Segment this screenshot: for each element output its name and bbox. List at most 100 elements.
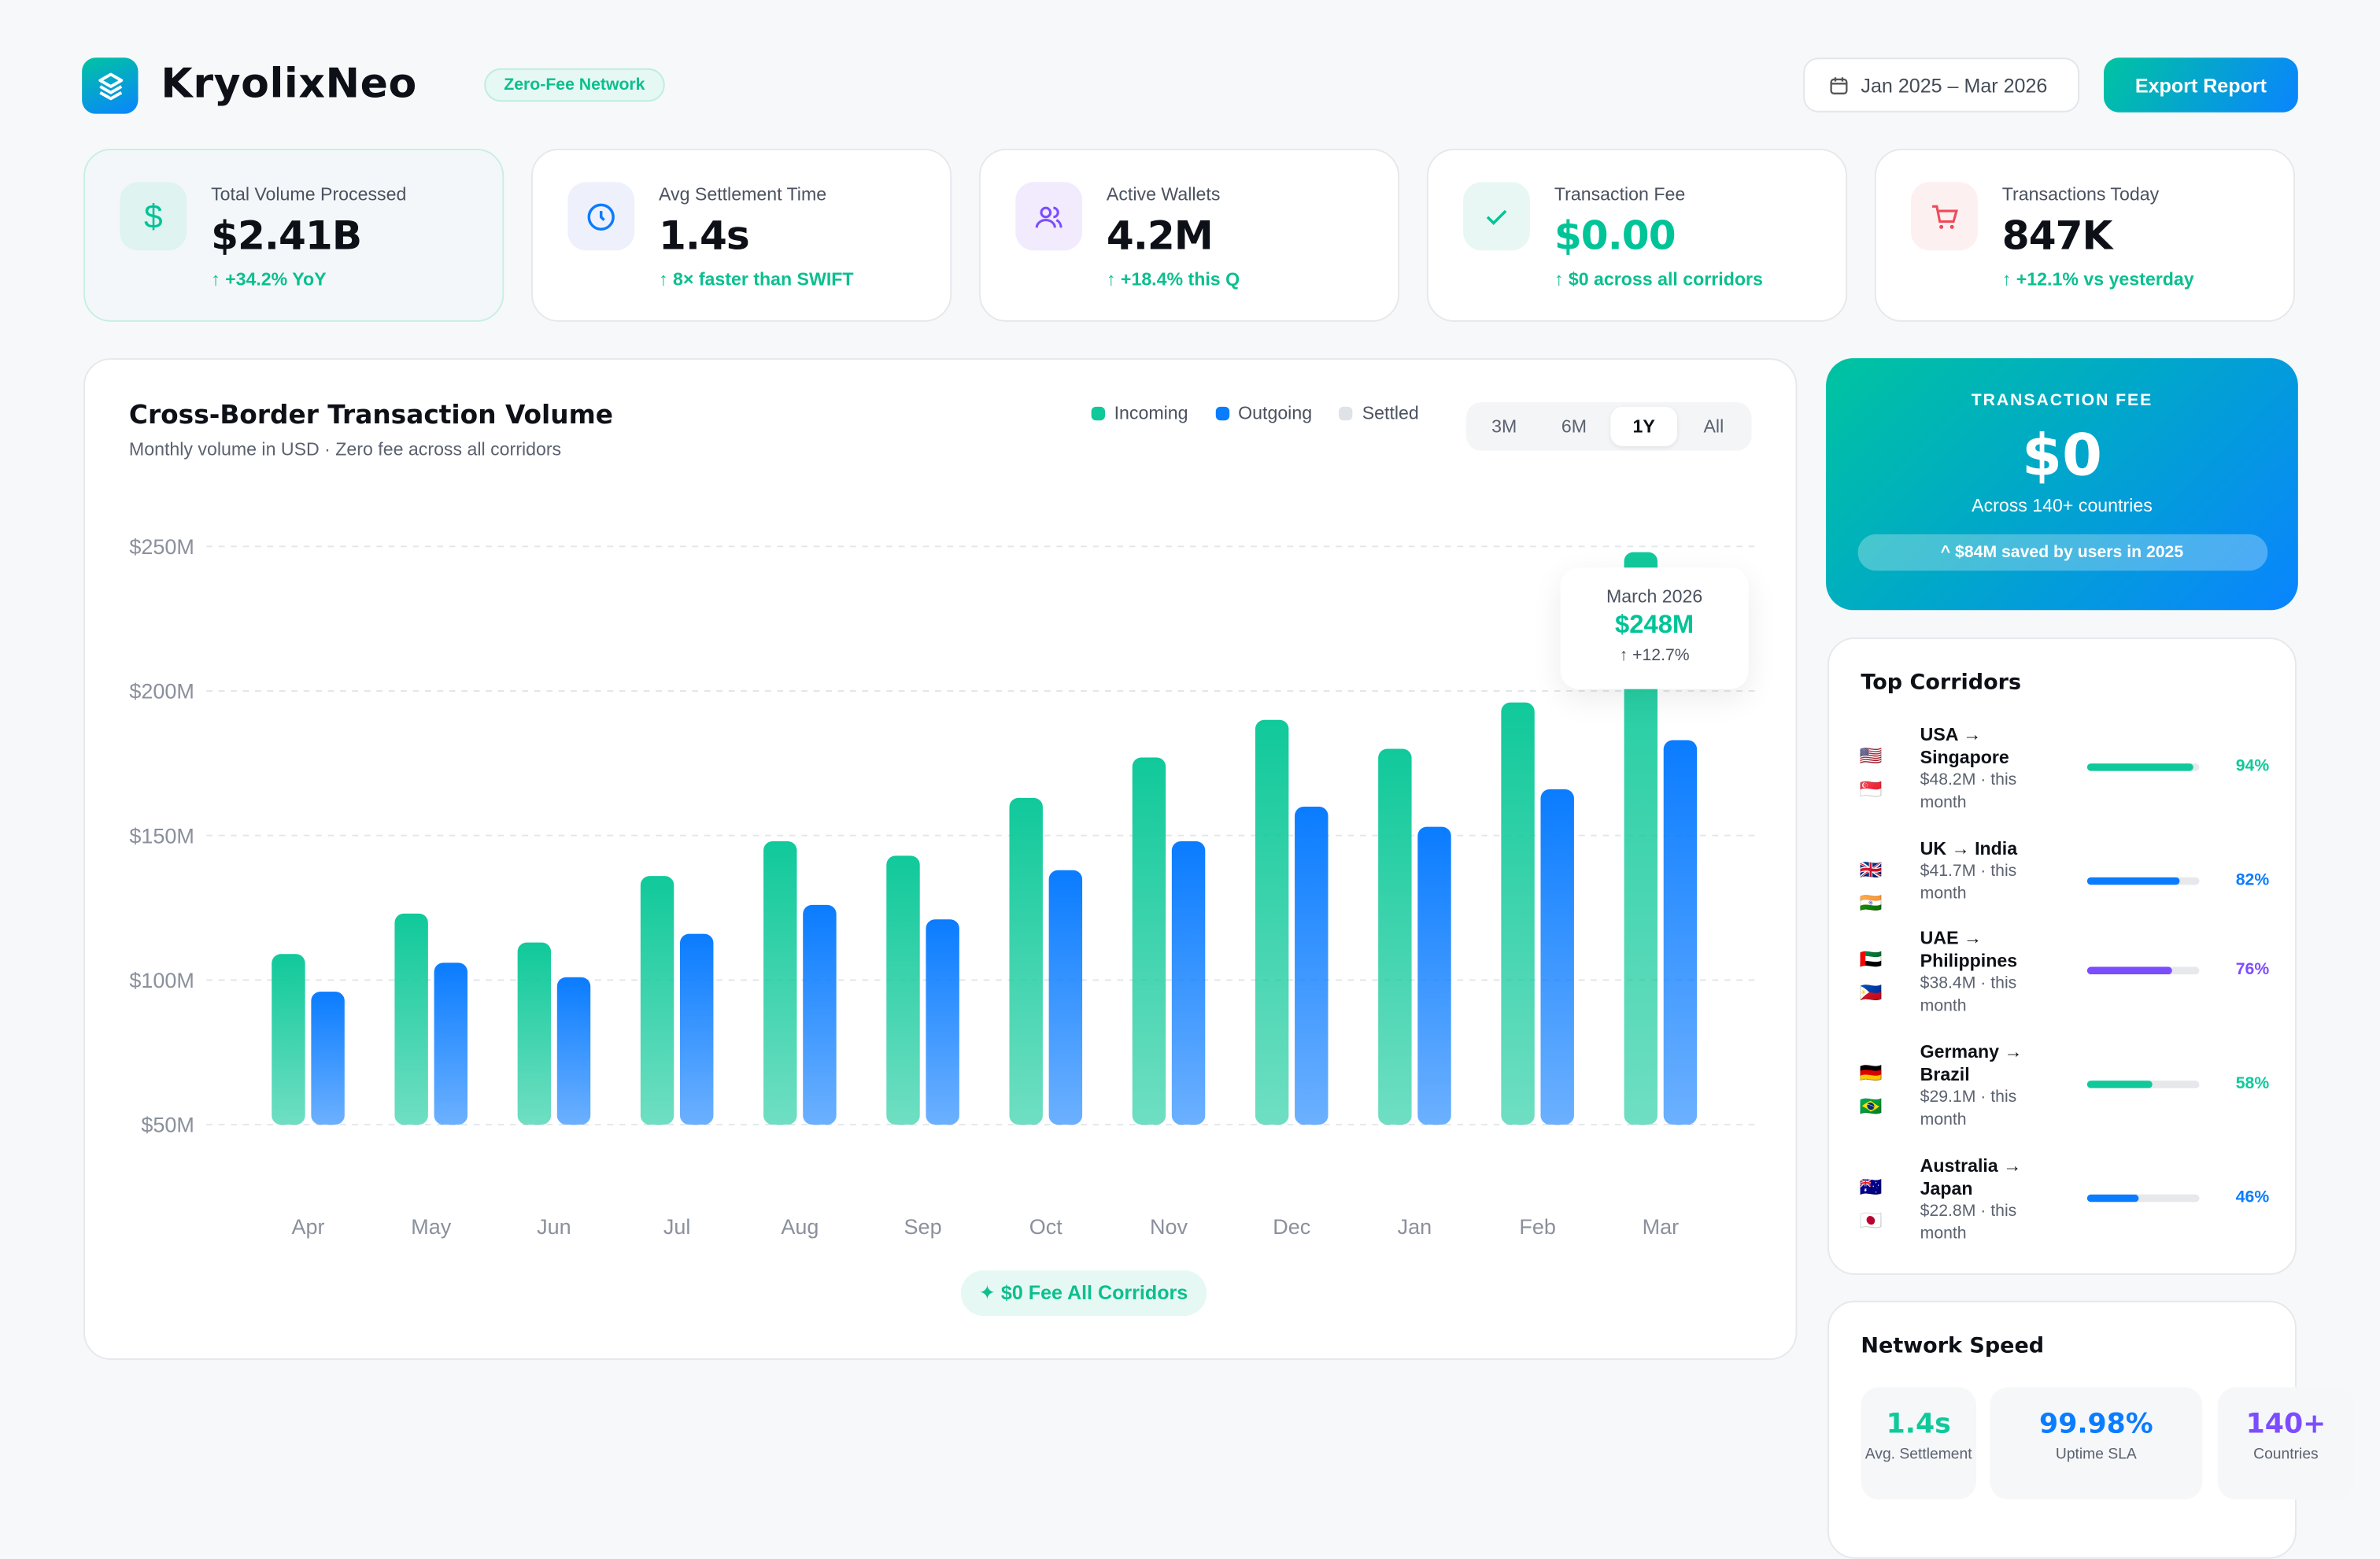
corridors-title: Top Corridors <box>1861 671 2022 696</box>
bar-incoming-feb[interactable] <box>1501 702 1535 1125</box>
chart-legend: Incoming Outgoing Settled <box>1091 402 1419 423</box>
corridor-item[interactable]: 🇦🇺 🇯🇵 Australia → Japan $22.8M · this mont… <box>1859 1155 2269 1262</box>
transaction-volume-chart: Cross-Border Transaction Volume Monthly … <box>83 358 1798 1360</box>
flag-icons: 🇺🇸 🇸🇬 <box>1859 744 1883 800</box>
network-stat: 1.4s Avg. Settlement <box>1861 1387 1976 1500</box>
bar-incoming-sep[interactable] <box>886 855 920 1125</box>
corridor-item[interactable]: 🇺🇸 🇸🇬 USA → Singapore $48.2M · this month … <box>1859 724 2269 830</box>
x-tick-label: Sep <box>904 1215 942 1239</box>
y-tick-label: $150M <box>129 824 194 848</box>
tooltip-change: ↑ +12.7% <box>1619 646 1690 665</box>
range-3m[interactable]: 3M <box>1471 407 1538 446</box>
bar-outgoing-dec[interactable] <box>1295 806 1329 1125</box>
kpi-label: Transactions Today <box>2001 183 2160 205</box>
date-range-button[interactable]: Jan 2025 – Mar 2026 <box>1803 57 2080 113</box>
kpi-label: Transaction Fee <box>1554 183 1686 205</box>
corridor-percent: 58% <box>2235 1074 2270 1093</box>
fee-card-value: $0 <box>2021 422 2102 489</box>
x-tick-label: Nov <box>1150 1215 1188 1239</box>
bar-outgoing-jul[interactable] <box>679 933 714 1125</box>
check-icon <box>1463 182 1530 251</box>
bar-outgoing-nov[interactable] <box>1171 841 1206 1125</box>
range-1y[interactable]: 1Y <box>1610 406 1678 446</box>
y-tick-label: $100M <box>129 969 194 992</box>
chart-title: Cross-Border Transaction Volume <box>128 401 614 431</box>
kpi-value: $0.00 <box>1554 213 1676 260</box>
bar-outgoing-aug[interactable] <box>803 904 837 1125</box>
network-stat-label: Avg. Settlement <box>1864 1446 1972 1464</box>
legend-outgoing[interactable]: Outgoing <box>1215 402 1312 423</box>
network-title: Network Speed <box>1861 1334 2045 1359</box>
bar-incoming-aug[interactable] <box>763 841 797 1125</box>
bar-outgoing-jan[interactable] <box>1417 826 1451 1125</box>
bar-outgoing-feb[interactable] <box>1540 789 1574 1125</box>
bar-incoming-may[interactable] <box>394 913 428 1125</box>
corridor-item[interactable]: 🇩🇪 🇧🇷 Germany → Brazil $29.1M · this month… <box>1859 1041 2269 1147</box>
bar-outgoing-jun[interactable] <box>556 977 591 1125</box>
cart-icon <box>1911 182 1978 251</box>
bar-incoming-mar[interactable] <box>1624 552 1658 1125</box>
flag-icons: 🇩🇪 🇧🇷 <box>1859 1062 1883 1118</box>
y-tick-label: $200M <box>129 680 194 704</box>
network-stat-value: 140+ <box>2245 1408 2326 1441</box>
corridor-amount: $38.4M · this month <box>1920 974 2017 1016</box>
bar-outgoing-apr[interactable] <box>311 992 345 1125</box>
date-range-label: Jan 2025 – Mar 2026 <box>1861 73 2048 97</box>
chart-subtitle: Monthly volume in USD · Zero fee across … <box>128 438 562 460</box>
transaction-fee-card: TRANSACTION FEE $0 Across 140+ countries… <box>1826 358 2298 611</box>
bar-outgoing-mar[interactable] <box>1663 740 1698 1125</box>
network-stat-label: Countries <box>2253 1446 2319 1464</box>
clock-icon <box>567 182 635 251</box>
kpi-change: ↑ +34.2% YoY <box>211 268 327 290</box>
corridor-progress <box>2086 763 2200 771</box>
bar-incoming-dec[interactable] <box>1255 719 1289 1125</box>
range-all[interactable]: All <box>1680 407 1747 446</box>
bar-incoming-apr[interactable] <box>272 954 305 1125</box>
x-tick-label: Dec <box>1273 1215 1310 1239</box>
x-tick-label: Jul <box>663 1215 691 1239</box>
kpi-label: Active Wallets <box>1106 183 1221 205</box>
corridor-name: UAE → Philippines <box>1920 927 2018 972</box>
network-stat-value: 99.98% <box>2039 1408 2153 1441</box>
bar-incoming-nov[interactable] <box>1132 757 1166 1125</box>
bar-incoming-oct[interactable] <box>1009 797 1043 1125</box>
bar-outgoing-may[interactable] <box>434 962 468 1125</box>
corridor-progress <box>2086 966 2200 975</box>
x-tick-label: Jun <box>537 1215 571 1239</box>
bar-incoming-jan[interactable] <box>1378 748 1412 1125</box>
kpi-label: Avg Settlement Time <box>658 183 827 205</box>
bar-incoming-jul[interactable] <box>640 876 674 1125</box>
corridor-name: UK → India <box>1920 837 2018 859</box>
x-tick-label: Jan <box>1398 1215 1432 1239</box>
network-speed-card: Network Speed 1.4s Avg. Settlement 99.98% U… <box>1827 1300 2355 1559</box>
corridor-progress <box>2086 1081 2200 1088</box>
legend-settled[interactable]: Settled <box>1339 402 1419 423</box>
network-stat-label: Uptime SLA <box>2055 1446 2137 1464</box>
corridor-percent: 46% <box>2235 1188 2270 1207</box>
users-icon <box>1015 182 1083 251</box>
bar-outgoing-sep[interactable] <box>926 919 959 1125</box>
kpi-card: Transactions Today 847K ↑ +12.1% vs yest… <box>1874 148 2295 322</box>
kpi-card: Transaction Fee $0.00 ↑ $0 across all co… <box>1426 148 1848 322</box>
savings-pill: ^ $84M saved by users in 2025 <box>1857 534 2267 571</box>
export-report-button[interactable]: Export Report <box>2103 57 2298 113</box>
range-selector: 3M 6M 1Y All <box>1465 402 1752 451</box>
corridor-item[interactable]: 🇦🇪 🇵🇭 UAE → Philippines $38.4M · this mont… <box>1859 927 2269 1033</box>
kpi-value: 847K <box>2001 213 2113 260</box>
kpi-card: $ Total Volume Processed $2.41B ↑ +34.2%… <box>83 148 504 322</box>
corridor-amount: $22.8M · this month <box>1920 1202 2017 1243</box>
kpi-value: 1.4s <box>658 213 750 260</box>
network-stat: 140+ Countries <box>2217 1387 2355 1500</box>
y-tick-label: $250M <box>129 535 194 559</box>
tooltip-month: March 2026 <box>1606 586 1703 608</box>
fee-card-subtitle: Across 140+ countries <box>1972 494 2153 516</box>
bar-outgoing-oct[interactable] <box>1048 870 1083 1125</box>
corridor-percent: 82% <box>2235 870 2270 890</box>
kpi-card: Active Wallets 4.2M ↑ +18.4% this Q <box>978 148 1400 322</box>
corridor-percent: 94% <box>2235 757 2270 776</box>
kpi-value: $2.41B <box>211 213 362 260</box>
range-6m[interactable]: 6M <box>1540 407 1607 446</box>
corridor-item[interactable]: 🇬🇧 🇮🇳 UK → India $41.7M · this month 82% <box>1859 838 2269 944</box>
legend-incoming[interactable]: Incoming <box>1091 402 1188 423</box>
bar-incoming-jun[interactable] <box>517 942 552 1125</box>
